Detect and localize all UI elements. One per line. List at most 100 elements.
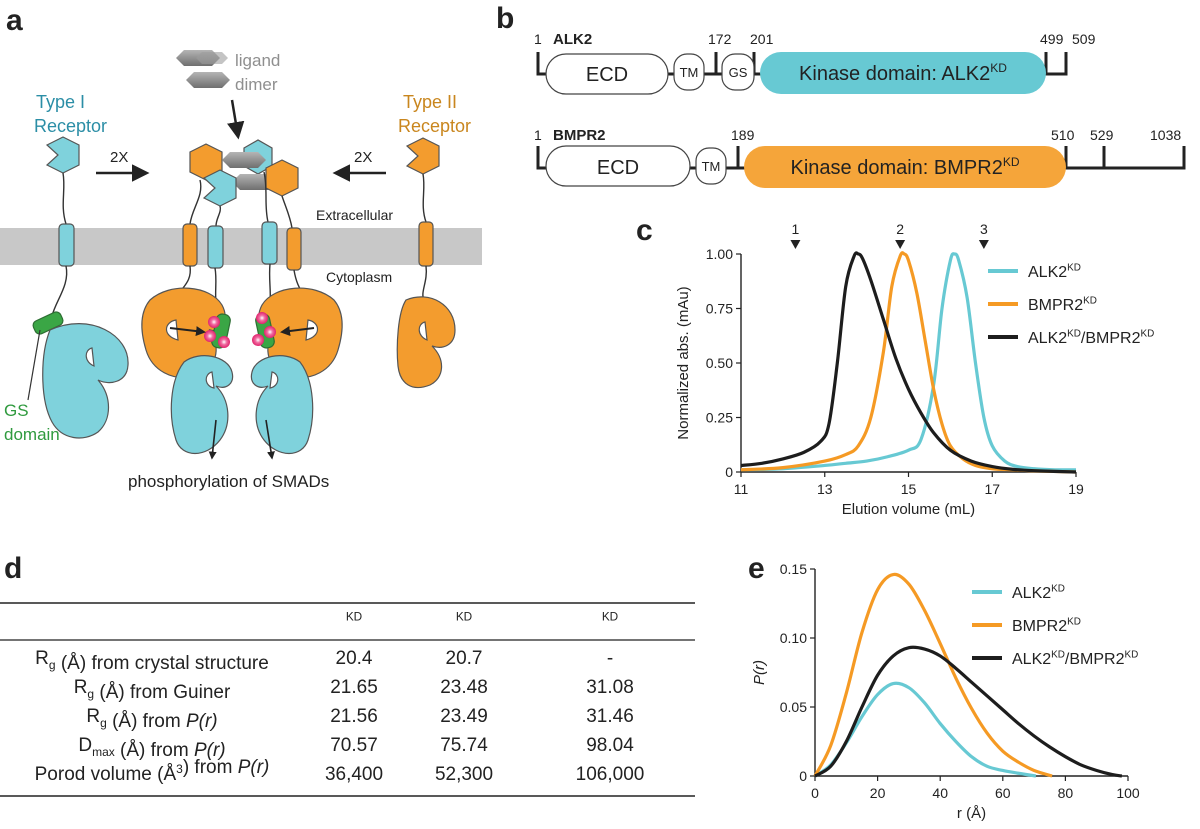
x-tick-label: 15: [901, 481, 917, 497]
table-cell: 98.04: [586, 735, 634, 756]
type2-label-line1: Type II: [403, 92, 457, 112]
bmpr2-kinase-box: [744, 146, 1066, 188]
alk2-gs-box: [721, 53, 755, 91]
bmpr2-pos-510: 510: [1051, 127, 1075, 143]
series-line-2: [814, 645, 1123, 778]
panel-label-d: d: [4, 552, 22, 585]
table-col-header-1: KD: [456, 610, 472, 623]
series-line-1: [740, 251, 1077, 474]
alk2-pos-509: 509: [1072, 31, 1096, 47]
panel-label-a: a: [6, 4, 23, 37]
table-cell: 20.4: [336, 648, 373, 669]
x-tick-label: 100: [1116, 785, 1140, 801]
column-marker-arrow: [790, 240, 801, 249]
legend-label-0: ALK2KD: [1012, 584, 1065, 602]
panel-label-c: c: [636, 214, 653, 247]
alk2-ecd-box: [545, 53, 669, 95]
gs-pointer-line: [27, 329, 41, 401]
alk2-pos-172: 172: [708, 31, 732, 47]
alk2-pos-1: 1: [534, 31, 542, 47]
right-2x-label: 2X: [354, 149, 372, 166]
y-tick-label: 0.50: [706, 355, 733, 371]
table-row-label: Rg (Å) from P(r): [86, 706, 217, 732]
ligand-label-line2: dimer: [235, 75, 278, 94]
column-marker-arrow: [978, 240, 989, 249]
receptor-complex-icon: [141, 139, 343, 460]
table-cell: 70.57: [330, 735, 378, 756]
ligand-binding-arrow: [227, 99, 245, 140]
x-axis-label: Elution volume (mL): [842, 501, 975, 518]
bmpr2-pos-529: 529: [1090, 127, 1114, 143]
cytoplasm-label: Cytoplasm: [326, 269, 392, 285]
x-tick-label: 11: [734, 481, 749, 497]
table-cell: 21.56: [330, 706, 378, 727]
alk2-name: ALK2: [553, 31, 592, 48]
y-tick-label: 0.75: [706, 301, 733, 317]
series-line-0: [740, 252, 1077, 472]
table-row-label: Rg (Å) from Guiner: [74, 677, 231, 703]
ligand-dimer-icon: [176, 50, 230, 88]
y-tick-label: 0.10: [780, 630, 807, 646]
column-marker-label: 1: [792, 221, 800, 237]
type1-receptor-single-icon: [32, 136, 129, 439]
bmpr2-kinase-label: Kinase domain: BMPR2KD: [791, 155, 1020, 179]
panel-a: a ligand dimer Type I Receptor Type II R…: [0, 4, 482, 491]
legend-label-2: ALK2KD/BMPR2KD: [1012, 650, 1138, 668]
table-cell: 52,300: [435, 764, 493, 785]
type2-label-line2: Receptor: [398, 116, 471, 136]
y-axis-label: P(r): [751, 660, 768, 685]
gs-label-line1: GS: [4, 401, 29, 420]
bmpr2-ecd-label: ECD: [597, 157, 639, 179]
x-tick-label: 20: [870, 785, 886, 801]
x-axis-label: r (Å): [957, 805, 986, 822]
alk2-kinase-box: [760, 52, 1046, 94]
bmpr2-name: BMPR2: [553, 127, 606, 144]
alk2-pos-499: 499: [1040, 31, 1064, 47]
left-2x-label: 2X: [110, 149, 128, 166]
extracellular-label: Extracellular: [316, 207, 393, 223]
table-row-label: Porod volume (Å3) from P(r): [35, 757, 270, 785]
table-cell: 23.49: [440, 706, 488, 727]
y-tick-label: 0: [799, 768, 807, 784]
y-tick-label: 0.25: [706, 410, 733, 426]
alk2-gs-label: GS: [729, 65, 748, 80]
table-row-label: Dmax (Å) from P(r): [78, 735, 225, 761]
x-tick-label: 60: [995, 785, 1011, 801]
panel-b: b 1 ALK2 172 201 499 509 ECD TM GS Kinas…: [496, 2, 1186, 188]
bmpr2-pos-189: 189: [731, 127, 755, 143]
type1-label-line2: Receptor: [34, 116, 107, 136]
panel-e: e 0 20 40 60 80 100 0 0.05 0.10 0.15 r (Å) P(r) ALK2…: [748, 552, 1140, 822]
table-cell: 36,400: [325, 764, 383, 785]
bmpr2-tm-box: [695, 147, 727, 185]
column-marker-arrow: [895, 240, 906, 249]
column-marker-label: 2: [896, 221, 904, 237]
x-tick-label: 0: [811, 785, 819, 801]
column-marker-label: 3: [980, 221, 988, 237]
series-line-1: [813, 572, 1053, 778]
gs-label-line2: domain: [4, 425, 60, 444]
saxs-table: KD KD KD Rg (Å) from crystal structure 20.4 2…: [35, 610, 645, 785]
y-tick-label: 0.15: [780, 561, 807, 577]
bmpr2-ecd-box: [545, 145, 691, 187]
panel-label-b: b: [496, 2, 514, 35]
ligand-label-line1: ligand: [235, 51, 280, 70]
alk2-ecd-label: ECD: [586, 64, 628, 86]
table-cell: 31.46: [586, 706, 634, 727]
legend-label-1: BMPR2KD: [1012, 617, 1081, 635]
table-cell: 23.48: [440, 677, 488, 698]
y-tick-label: 0.05: [780, 699, 807, 715]
bmpr2-pos-1: 1: [534, 127, 542, 143]
type2-receptor-single-icon: [396, 137, 456, 389]
x-tick-label: 19: [1068, 481, 1084, 497]
table-cell: 31.08: [586, 677, 634, 698]
table-cell: 20.7: [446, 648, 483, 669]
table-cell: -: [607, 648, 613, 669]
type1-label-line1: Type I: [36, 92, 85, 112]
bmpr2-pos-1038: 1038: [1150, 127, 1181, 143]
table-row-label: Rg (Å) from crystal structure: [35, 648, 269, 674]
table-cell: 106,000: [576, 764, 645, 785]
x-tick-label: 13: [817, 481, 833, 497]
